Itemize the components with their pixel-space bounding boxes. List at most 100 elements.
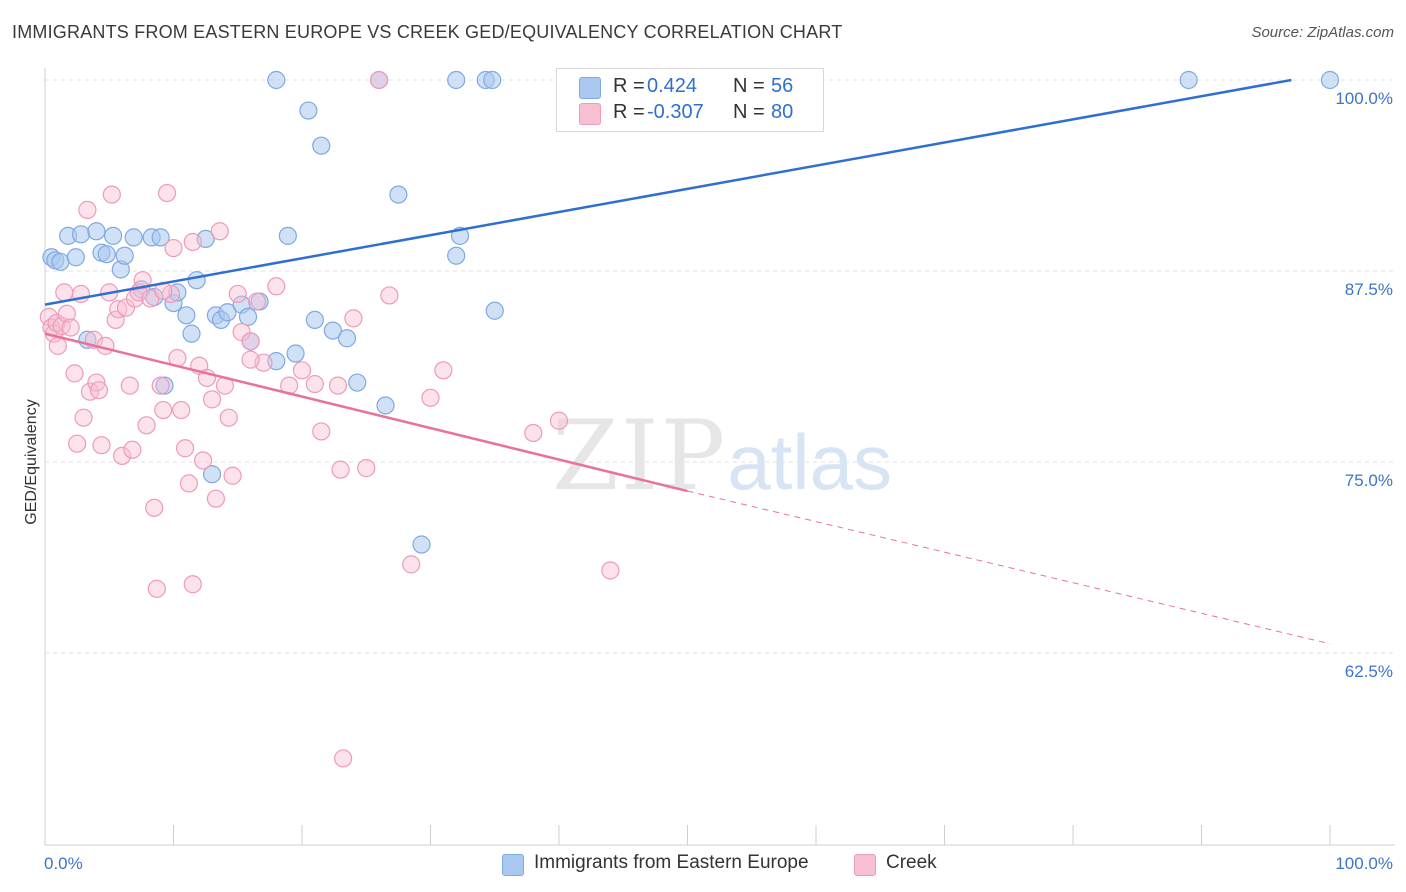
series-legend: Immigrants from Eastern Europe Creek bbox=[0, 852, 1406, 878]
data-point-creek bbox=[228, 284, 247, 304]
data-point-eastern-europe bbox=[267, 70, 286, 90]
legend-n-label: N = bbox=[733, 75, 765, 97]
data-point-creek bbox=[601, 561, 620, 580]
data-point-eastern-europe bbox=[447, 246, 466, 265]
data-point-creek bbox=[223, 466, 242, 485]
data-point-eastern-europe bbox=[348, 373, 367, 392]
data-point-eastern-europe bbox=[218, 303, 237, 322]
y-axis-label: GED/Equivalency bbox=[23, 399, 40, 524]
data-point-creek bbox=[334, 749, 353, 768]
data-point-creek bbox=[193, 451, 213, 470]
data-point-eastern-europe bbox=[168, 283, 187, 302]
data-point-creek bbox=[328, 376, 348, 395]
source-label: Source: ZipAtlas.com bbox=[1251, 24, 1394, 41]
data-point-eastern-europe bbox=[376, 396, 395, 415]
data-point-creek bbox=[206, 489, 226, 508]
x-tick-label: 100.0% bbox=[1335, 854, 1393, 873]
data-point-eastern-europe bbox=[155, 376, 174, 395]
data-point-creek bbox=[57, 304, 76, 323]
legend-row-eastern-europe: R = 0.424 N = 56 bbox=[557, 75, 823, 101]
data-point-eastern-europe bbox=[312, 136, 331, 155]
data-point-eastern-europe bbox=[1320, 70, 1340, 90]
data-point-creek bbox=[183, 575, 202, 594]
data-point-creek bbox=[147, 579, 166, 598]
data-point-creek bbox=[145, 498, 164, 517]
data-point-eastern-europe bbox=[1179, 70, 1198, 90]
data-point-creek bbox=[74, 408, 93, 427]
data-point-creek bbox=[380, 286, 399, 305]
data-point-eastern-europe bbox=[66, 248, 85, 267]
legend-r-label: R = bbox=[613, 101, 645, 123]
y-tick-label: 62.5% bbox=[1345, 662, 1393, 681]
legend-n-value: 80 bbox=[771, 101, 794, 123]
data-point-creek bbox=[109, 300, 128, 319]
data-point-eastern-europe bbox=[151, 228, 170, 247]
data-point-eastern-europe bbox=[483, 70, 502, 90]
data-point-creek bbox=[305, 374, 324, 394]
x-tick-label: 0.0% bbox=[44, 854, 83, 873]
data-point-creek bbox=[68, 434, 87, 453]
data-point-creek bbox=[151, 376, 170, 395]
data-point-eastern-europe bbox=[238, 307, 258, 326]
data-point-creek bbox=[241, 350, 260, 369]
series-legend-label: Immigrants from Eastern Europe bbox=[534, 852, 809, 873]
data-point-creek bbox=[89, 381, 109, 400]
data-point-creek bbox=[65, 364, 84, 383]
data-point-creek bbox=[210, 222, 229, 241]
legend-r-label: R = bbox=[613, 75, 645, 97]
y-tick-label: 87.5% bbox=[1345, 280, 1393, 299]
data-point-creek bbox=[106, 310, 125, 329]
data-point-creek bbox=[292, 361, 312, 380]
data-point-creek bbox=[102, 185, 121, 204]
legend-n-label: N = bbox=[733, 101, 765, 123]
data-point-creek bbox=[179, 474, 199, 493]
legend-swatch-blue bbox=[579, 77, 601, 99]
data-point-creek bbox=[331, 460, 350, 479]
y-tick-label: 100.0% bbox=[1335, 89, 1393, 108]
data-point-creek bbox=[312, 422, 331, 441]
data-point-eastern-europe bbox=[187, 271, 206, 290]
correlation-legend: R = 0.424 N = 56 R = -0.307 N = 80 bbox=[556, 68, 824, 132]
data-point-creek bbox=[202, 390, 222, 409]
data-point-eastern-europe bbox=[305, 310, 324, 329]
data-point-eastern-europe bbox=[337, 329, 357, 348]
data-point-creek bbox=[344, 309, 363, 328]
data-point-creek bbox=[157, 183, 177, 203]
series-swatch-blue bbox=[502, 854, 524, 876]
data-point-eastern-europe bbox=[104, 226, 123, 245]
watermark-zip: ZIP bbox=[552, 400, 728, 512]
data-point-creek bbox=[241, 332, 260, 351]
data-point-creek bbox=[137, 416, 156, 435]
data-point-creek bbox=[112, 446, 132, 465]
data-point-eastern-europe bbox=[87, 222, 106, 241]
legend-n-value: 56 bbox=[771, 75, 794, 97]
data-point-creek bbox=[370, 70, 389, 90]
data-point-creek bbox=[402, 555, 421, 574]
data-point-eastern-europe bbox=[389, 185, 408, 204]
data-point-creek bbox=[133, 271, 152, 290]
data-point-eastern-europe bbox=[202, 465, 222, 484]
data-point-eastern-europe bbox=[278, 226, 297, 245]
chart-title: IMMIGRANTS FROM EASTERN EUROPE VS CREEK … bbox=[12, 22, 843, 42]
data-point-creek bbox=[47, 313, 66, 333]
data-point-creek bbox=[55, 283, 74, 302]
data-point-creek bbox=[357, 459, 376, 478]
data-point-creek bbox=[92, 436, 111, 455]
data-point-creek bbox=[78, 200, 97, 219]
data-point-eastern-europe bbox=[412, 535, 431, 554]
series-swatch-pink bbox=[854, 854, 876, 876]
data-point-eastern-europe bbox=[182, 324, 201, 343]
data-point-eastern-europe bbox=[286, 344, 305, 363]
data-point-creek bbox=[267, 277, 286, 296]
data-point-creek bbox=[48, 336, 67, 355]
series-legend-label: Creek bbox=[886, 852, 937, 873]
trendline-creek bbox=[44, 332, 688, 493]
data-point-eastern-europe bbox=[115, 246, 134, 265]
data-point-eastern-europe bbox=[323, 321, 342, 340]
trendline-eastern-europe bbox=[44, 78, 1292, 306]
trendline-creek-extension bbox=[687, 490, 1331, 645]
legend-r-value: -0.307 bbox=[647, 101, 704, 123]
y-tick-label: 75.0% bbox=[1345, 471, 1393, 490]
data-point-creek bbox=[175, 439, 195, 458]
